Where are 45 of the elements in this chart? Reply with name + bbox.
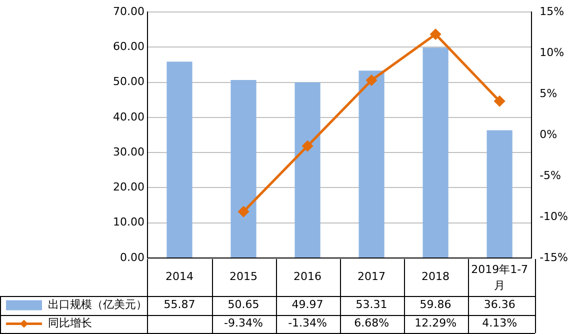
- data-label: 4.13%: [482, 316, 518, 330]
- bar: [230, 80, 256, 258]
- legend-label: 出口规模（亿美元）: [48, 298, 147, 312]
- y-tick-label: 40.00: [112, 110, 144, 124]
- data-label: 36.36: [484, 298, 516, 312]
- point: [494, 96, 505, 106]
- y-tick-label: 0.00: [120, 250, 144, 264]
- data-label: 53.31: [356, 298, 388, 312]
- y2-tick-label: -15%: [540, 250, 568, 264]
- point: [366, 74, 377, 86]
- x-tick-label: 2019年1-7月: [471, 262, 528, 292]
- y2-tick-label: -5%: [540, 168, 562, 182]
- y-tick-label: 60.00: [112, 40, 144, 53]
- y2-tick-label: 5%: [540, 86, 558, 100]
- y-tick-label: 10.00: [112, 216, 144, 229]
- bar: [358, 70, 384, 258]
- bar: [294, 82, 320, 258]
- x-tick-label: 2018: [422, 270, 450, 283]
- y2-tick-label: 15%: [540, 4, 564, 18]
- data-label: 50.65: [228, 298, 260, 312]
- x-tick-label: 2017: [358, 270, 386, 283]
- data-label: -9.34%: [224, 316, 263, 330]
- y2-tick-label: -10%: [540, 210, 568, 223]
- y-tick-label: 70.00: [112, 4, 144, 18]
- data-label: 12.29%: [414, 316, 457, 330]
- data-label: 55.87: [164, 298, 196, 312]
- point: [430, 28, 441, 40]
- x-tick-label: 2015: [230, 270, 258, 283]
- y2-tick-label: 10%: [540, 46, 564, 59]
- data-label: 59.86: [420, 298, 452, 312]
- y-tick-label: 30.00: [112, 145, 144, 158]
- point: [238, 206, 249, 217]
- x-tick-label: 2016: [294, 270, 322, 283]
- y2-tick-label: 0%: [540, 128, 558, 141]
- data-label: 6.68%: [354, 316, 390, 330]
- bar: [422, 48, 448, 258]
- bar: [166, 62, 192, 258]
- legend-label: 同比增长: [48, 316, 92, 330]
- x-tick-label: 2014: [166, 270, 194, 283]
- data-label: -1.34%: [288, 316, 327, 330]
- bar: [486, 130, 512, 258]
- y-tick-label: 50.00: [112, 75, 144, 88]
- point: [302, 140, 313, 152]
- y-tick-label: 20.00: [112, 180, 144, 194]
- data-label: 49.97: [292, 298, 324, 312]
